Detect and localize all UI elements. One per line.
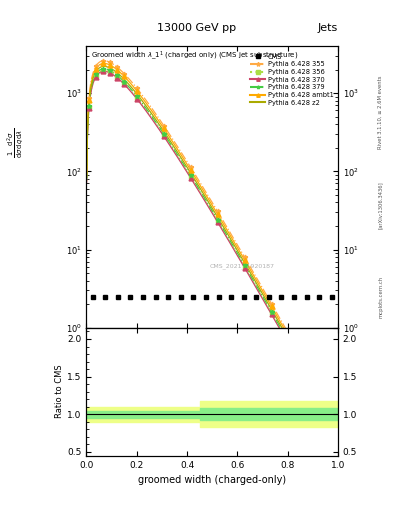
Text: CMS_2021_I1920187: CMS_2021_I1920187: [210, 263, 275, 269]
CMS: [204, 293, 208, 300]
CMS: [317, 293, 321, 300]
CMS: [292, 293, 296, 300]
CMS: [329, 293, 334, 300]
Text: [arXiv:1306.3436]: [arXiv:1306.3436]: [378, 181, 383, 229]
CMS: [266, 293, 271, 300]
CMS: [241, 293, 246, 300]
X-axis label: groomed width (charged-only): groomed width (charged-only): [138, 475, 286, 485]
CMS: [128, 293, 133, 300]
Text: Groomed width $\lambda\_1^1$ (charged only) (CMS jet substructure): Groomed width $\lambda\_1^1$ (charged on…: [92, 49, 299, 62]
CMS: [279, 293, 284, 300]
Text: Jets: Jets: [318, 23, 338, 33]
Line: CMS: CMS: [91, 295, 333, 298]
Text: 13000 GeV pp: 13000 GeV pp: [157, 23, 236, 33]
CMS: [116, 293, 120, 300]
Legend: CMS, Pythia 6.428 355, Pythia 6.428 356, Pythia 6.428 370, Pythia 6.428 379, Pyt: CMS, Pythia 6.428 355, Pythia 6.428 356,…: [249, 52, 335, 107]
CMS: [141, 293, 145, 300]
CMS: [90, 293, 95, 300]
Text: Rivet 3.1.10, ≥ 2.6M events: Rivet 3.1.10, ≥ 2.6M events: [378, 76, 383, 150]
CMS: [178, 293, 183, 300]
CMS: [153, 293, 158, 300]
CMS: [229, 293, 233, 300]
Text: mcplots.cern.ch: mcplots.cern.ch: [378, 276, 383, 318]
CMS: [216, 293, 221, 300]
CMS: [166, 293, 171, 300]
CMS: [103, 293, 108, 300]
Text: $\frac{1}{\mathrm{d}\sigma}\frac{\mathrm{d}^2\sigma}{\mathrm{d}q\,\mathrm{d}\lam: $\frac{1}{\mathrm{d}\sigma}\frac{\mathrm…: [6, 129, 26, 158]
CMS: [191, 293, 196, 300]
CMS: [254, 293, 259, 300]
Y-axis label: Ratio to CMS: Ratio to CMS: [55, 365, 64, 418]
CMS: [304, 293, 309, 300]
